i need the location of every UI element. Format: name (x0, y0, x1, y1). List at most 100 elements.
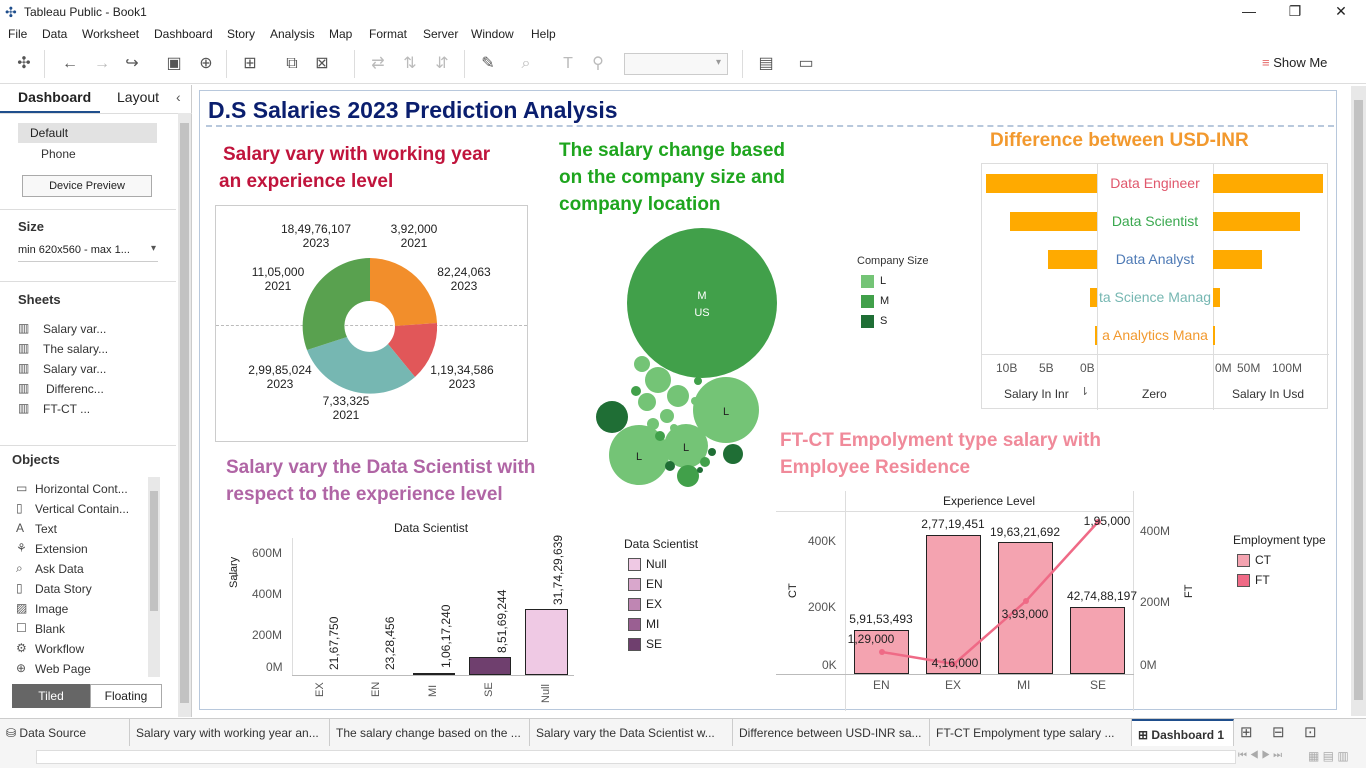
usd-bar[interactable] (1213, 250, 1262, 269)
minimize-icon[interactable]: — (1242, 3, 1256, 19)
sort-desc-icon[interactable]: ⇵ (435, 55, 449, 72)
device-preview-button[interactable]: Device Preview (22, 175, 152, 197)
ftct-bar-se[interactable] (1070, 607, 1125, 674)
ds-bar-mi[interactable] (413, 673, 455, 675)
objects-scrollbar[interactable] (148, 477, 160, 677)
object-item[interactable]: Blank (35, 622, 66, 636)
menu-map[interactable]: Map (329, 27, 353, 41)
bubble[interactable] (609, 425, 669, 485)
show-cards-icon[interactable]: ▤ (758, 55, 774, 72)
inr-bar[interactable] (1090, 288, 1097, 307)
highlight-icon[interactable]: ✎ (481, 55, 495, 72)
object-item[interactable]: Ask Data (35, 562, 84, 576)
menu-story[interactable]: Story (227, 27, 256, 41)
donut-slice-orange[interactable] (370, 258, 437, 326)
legend-swatch-l[interactable] (861, 275, 874, 288)
bubble[interactable] (634, 356, 650, 372)
sheet-item[interactable]: Salary var... (43, 322, 107, 336)
inr-bar[interactable] (1048, 250, 1097, 269)
sort-icon[interactable]: ⇂ (1080, 386, 1090, 398)
object-item[interactable]: Vertical Contain... (35, 502, 130, 516)
sheet-item[interactable]: Differenc... (46, 382, 104, 396)
tab-layout[interactable]: Layout (117, 89, 160, 105)
ftct-bar-mi[interactable] (998, 542, 1053, 674)
view-toggle-icon[interactable]: ▦ ▤ ▥ (1308, 749, 1349, 763)
usd-bar[interactable] (1213, 212, 1300, 231)
bubble[interactable] (691, 397, 699, 405)
object-item[interactable]: Text (35, 522, 58, 536)
bubble[interactable] (596, 401, 628, 433)
menu-server[interactable]: Server (423, 27, 459, 41)
object-item[interactable]: Workflow (35, 642, 85, 656)
ft-point[interactable] (951, 661, 957, 667)
sheet-item[interactable]: Salary var... (43, 362, 107, 376)
donut-slice-green[interactable] (302, 258, 370, 350)
text-icon[interactable]: T (563, 55, 573, 72)
new-worksheet-icon[interactable]: ⊞ (1240, 724, 1253, 741)
bubble[interactable] (700, 457, 710, 467)
tab-dashboard-1[interactable]: ⊞ Dashboard 1 (1132, 719, 1234, 747)
object-item[interactable]: Extension (35, 542, 88, 556)
legend-swatch-ft[interactable] (1237, 574, 1250, 587)
tab-dashboard[interactable]: Dashboard (18, 89, 92, 105)
bubble[interactable] (723, 444, 743, 464)
legend-swatch[interactable] (628, 598, 641, 611)
left-scrollbar[interactable] (178, 113, 191, 717)
fit-dropdown[interactable]: ▾ (624, 53, 728, 75)
legend-swatch-m[interactable] (861, 295, 874, 308)
replace-data-icon[interactable]: ↪ (125, 55, 139, 72)
object-item[interactable]: Horizontal Cont... (35, 482, 128, 496)
menu-dashboard[interactable]: Dashboard (154, 27, 213, 41)
menu-data[interactable]: Data (42, 27, 68, 41)
menu-format[interactable]: Format (369, 27, 408, 41)
bubble[interactable] (645, 367, 671, 393)
tab-sheet[interactable]: The salary change based on the ... (330, 719, 530, 747)
menu-window[interactable]: Window (471, 27, 514, 41)
ft-point[interactable] (879, 649, 885, 655)
legend-swatch[interactable] (628, 618, 641, 631)
redo-icon[interactable]: → (94, 55, 110, 72)
sort-asc-icon[interactable]: ⇅ (403, 55, 417, 72)
bubble[interactable] (677, 465, 699, 487)
collapse-icon[interactable]: ‹ (176, 89, 181, 105)
tiled-button[interactable]: Tiled (12, 684, 90, 708)
menu-worksheet[interactable]: Worksheet (82, 27, 140, 41)
ft-line[interactable] (881, 521, 1099, 666)
undo-icon[interactable]: ← (62, 55, 78, 72)
bubble[interactable] (638, 393, 656, 411)
tab-data-source[interactable]: ⛁ Data Source (0, 719, 130, 747)
legend-swatch-s[interactable] (861, 315, 874, 328)
presentation-icon[interactable]: ▭ (798, 55, 814, 72)
sheet-item[interactable]: The salary... (43, 342, 109, 356)
duplicate-sheet-icon[interactable]: ⧉ (286, 55, 298, 72)
tab-sheet[interactable]: Difference between USD-INR sa... (733, 719, 930, 747)
floating-button[interactable]: Floating (90, 684, 162, 708)
legend-swatch[interactable] (628, 578, 641, 591)
save-icon[interactable]: ▣ (166, 55, 182, 72)
bubble[interactable] (670, 424, 678, 432)
new-worksheet-icon[interactable]: ⊞ (243, 55, 257, 72)
attach-icon[interactable]: ⌕ (521, 55, 531, 72)
menu-help[interactable]: Help (531, 27, 556, 41)
restore-icon[interactable]: ❐ (1288, 3, 1302, 19)
bubble[interactable] (664, 424, 708, 468)
tab-sheet[interactable]: Salary vary with working year an... (130, 719, 330, 747)
close-icon[interactable]: ✕ (1335, 3, 1347, 19)
clear-sheet-icon[interactable]: ⊠ (315, 55, 329, 72)
inr-bar[interactable] (986, 174, 1097, 193)
bubble[interactable] (694, 377, 702, 385)
menu-analysis[interactable]: Analysis (270, 27, 315, 41)
donut-slice-red[interactable] (388, 323, 438, 377)
bubble[interactable] (665, 461, 675, 471)
ft-point[interactable] (1023, 598, 1029, 604)
tab-sheet[interactable]: FT-CT Empolyment type salary ... (930, 719, 1132, 747)
usd-bar[interactable] (1213, 174, 1323, 193)
object-item[interactable]: Web Page (35, 662, 91, 676)
donut-slice-teal[interactable] (307, 337, 415, 394)
pin-icon[interactable]: ⚲ (592, 55, 604, 72)
canvas-scrollbar[interactable] (1351, 86, 1366, 716)
bubble[interactable] (627, 228, 777, 378)
new-datasource-icon[interactable]: ⊕ (199, 55, 213, 72)
bubble[interactable] (660, 409, 674, 423)
size-dropdown[interactable]: min 620x560 - max 1... ▾ (18, 242, 158, 262)
